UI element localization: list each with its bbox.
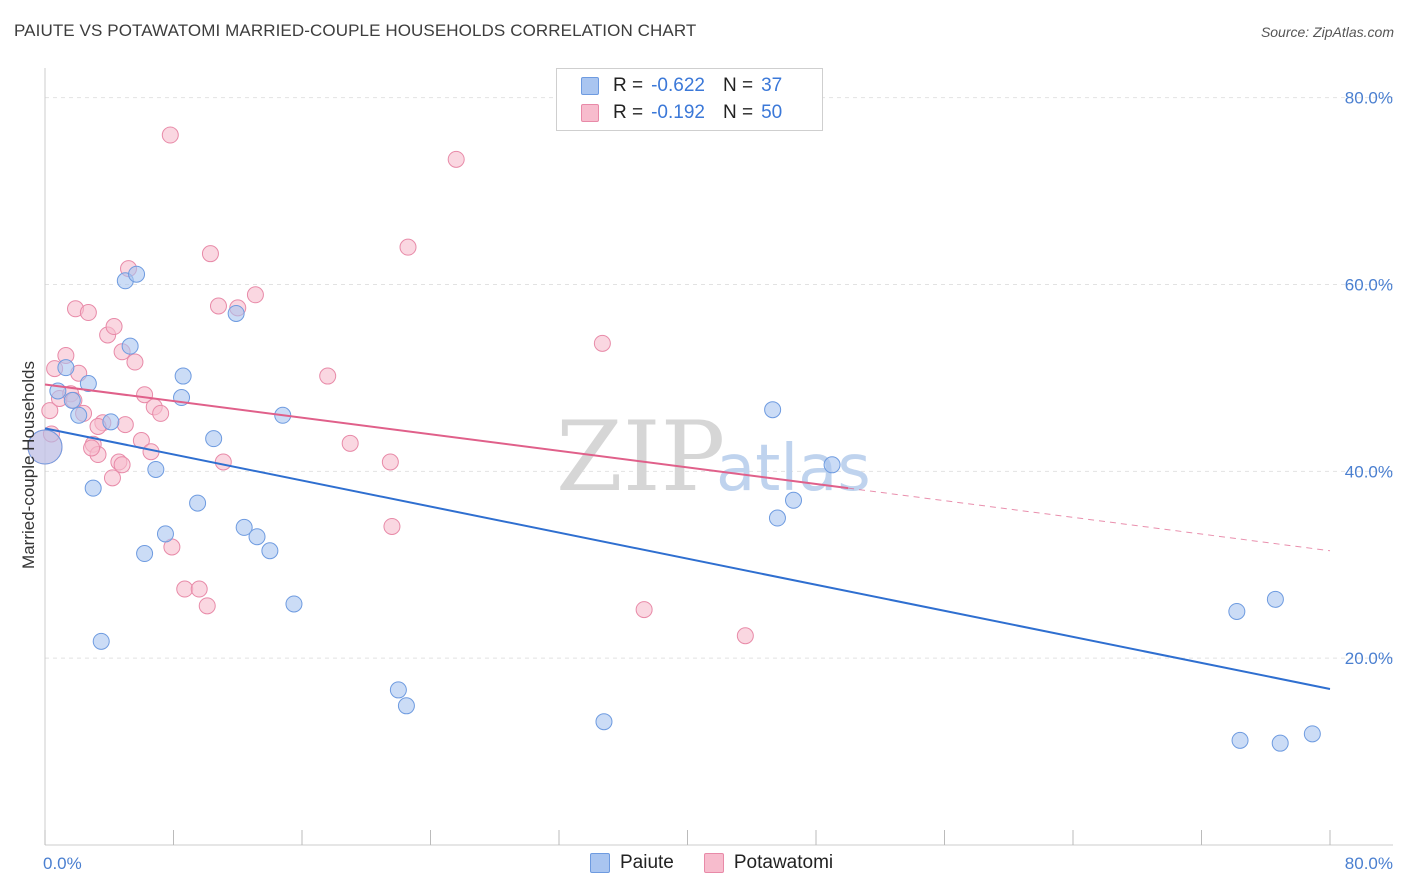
- potawatomi-trend-line: [44, 383, 849, 490]
- paiute-point: [248, 528, 266, 546]
- n-label: N =: [722, 75, 754, 96]
- chart-title: PAIUTE VS POTAWATOMI MARRIED-COUPLE HOUS…: [14, 21, 697, 40]
- tick-labels: 20.0% 40.0% 60.0% 80.0% 0.0% 80.0%: [43, 89, 1393, 873]
- potawatomi-point: [176, 580, 194, 598]
- paiute-point: [235, 518, 253, 536]
- potawatomi-point: [209, 297, 227, 315]
- r-value: -0.622: [651, 75, 705, 96]
- paiute-point: [595, 713, 613, 731]
- paiute-point: [57, 359, 75, 377]
- potawatomi-point: [447, 150, 465, 168]
- paiute-point: [189, 494, 207, 512]
- legend-item-paiute[interactable]: Paiute: [590, 852, 674, 874]
- watermark: ZIP atlas: [556, 401, 871, 513]
- potawatomi-point: [79, 304, 97, 322]
- paiute-point: [764, 401, 782, 419]
- source-label: Source: ZipAtlas.com: [1260, 24, 1394, 40]
- paiute-point: [389, 681, 407, 699]
- potawatomi-point: [383, 517, 401, 535]
- potawatomi-point: [341, 434, 359, 452]
- n-label: N =: [722, 102, 754, 123]
- r-label: R =: [613, 102, 644, 123]
- y-tick-label: 20.0%: [1345, 649, 1393, 668]
- paiute-point: [1271, 734, 1289, 752]
- potawatomi-legend-label: Potawatomi: [733, 852, 834, 873]
- r-value: -0.192: [651, 102, 705, 123]
- potawatomi-point: [246, 286, 264, 304]
- potawatomi-point: [381, 453, 399, 471]
- legend-row-potawatomi: R = -0.192 N = 50: [581, 101, 782, 125]
- potawatomi-point: [190, 580, 208, 598]
- potawatomi-swatch: [581, 104, 599, 122]
- paiute-point: [102, 413, 120, 431]
- y-tick-label: 80.0%: [1345, 89, 1393, 108]
- paiute-point: [768, 509, 786, 527]
- paiute-points: [27, 265, 1321, 752]
- watermark-zip: ZIP: [556, 401, 725, 513]
- paiute-point: [285, 595, 303, 613]
- paiute-swatch: [581, 77, 599, 95]
- paiute-point: [823, 456, 841, 474]
- paiute-point: [70, 406, 88, 424]
- r-label: R =: [613, 75, 644, 96]
- paiute-point: [174, 367, 192, 385]
- y-axis-title: Married-couple Households: [19, 361, 38, 569]
- paiute-point: [785, 491, 803, 509]
- paiute-legend-swatch: [590, 853, 610, 873]
- legend-item-potawatomi[interactable]: Potawatomi: [703, 852, 834, 874]
- potawatomi-point: [152, 404, 170, 422]
- y-tick-label: 60.0%: [1345, 276, 1393, 295]
- potawatomi-point: [201, 245, 219, 263]
- paiute-point: [205, 430, 223, 448]
- potawatomi-point: [161, 126, 179, 144]
- paiute-point: [63, 391, 81, 409]
- paiute-trend-line: [44, 427, 1331, 690]
- potawatomi-point: [116, 416, 134, 434]
- paiute-point: [227, 304, 245, 322]
- paiute-point: [92, 632, 110, 650]
- potawatomi-point: [319, 367, 337, 385]
- paiute-point: [1228, 602, 1246, 620]
- potawatomi-point: [113, 456, 131, 474]
- paiute-point: [1266, 590, 1284, 608]
- potawatomi-point: [736, 627, 754, 645]
- paiute-point: [128, 265, 146, 283]
- grid-lines: [45, 97, 1393, 659]
- paiute-point: [27, 429, 63, 465]
- paiute-point: [136, 545, 154, 563]
- paiute-point: [121, 337, 139, 355]
- paiute-point: [397, 697, 415, 715]
- y-tick-label: 40.0%: [1345, 462, 1393, 481]
- potawatomi-point: [126, 353, 144, 371]
- paiute-point: [156, 525, 174, 543]
- potawatomi-point: [83, 439, 101, 457]
- paiute-point: [1303, 725, 1321, 743]
- potawatomi-point: [214, 453, 232, 471]
- n-value: 50: [761, 102, 783, 123]
- x-tick-label: 80.0%: [1345, 854, 1393, 873]
- stats-legend: R = -0.622 N = 37 R = -0.192 N = 50: [556, 68, 823, 131]
- potawatomi-legend-swatch: [703, 853, 724, 873]
- potawatomi-point: [593, 334, 611, 352]
- potawatomi-point: [635, 601, 653, 619]
- paiute-point: [261, 542, 279, 560]
- potawatomi-point: [198, 597, 216, 615]
- trend-lines: [44, 383, 1331, 690]
- series-legend: Paiute Potawatomi: [590, 852, 863, 874]
- potawatomi-point: [399, 238, 417, 256]
- potawatomi-points: [27, 126, 754, 645]
- x-tick-label: 0.0%: [43, 854, 82, 873]
- potawatomi-point: [103, 469, 121, 487]
- potawatomi-trend-line-dashed: [848, 487, 1331, 552]
- paiute-point: [79, 375, 97, 393]
- paiute-legend-label: Paiute: [620, 852, 674, 873]
- paiute-point: [147, 460, 165, 478]
- n-value: 37: [761, 75, 783, 96]
- potawatomi-point: [105, 318, 123, 336]
- legend-row-paiute: R = -0.622 N = 37: [581, 74, 782, 98]
- potawatomi-point: [41, 402, 59, 420]
- paiute-point: [1231, 731, 1249, 749]
- paiute-point: [84, 479, 102, 497]
